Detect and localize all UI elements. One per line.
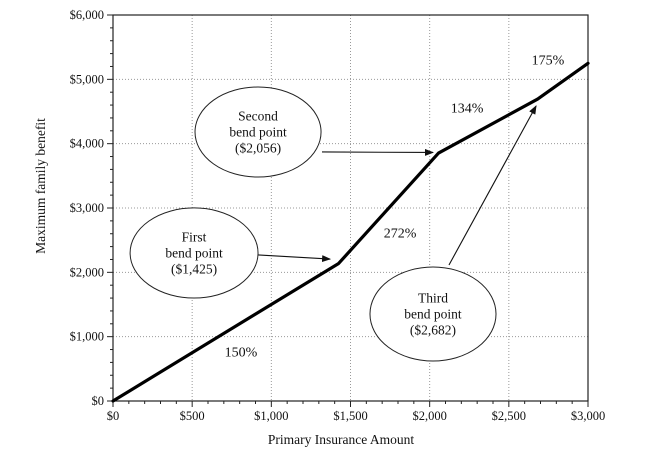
callout-text-line: ($1,425) [171,262,217,277]
x-tick-label: $0 [107,409,120,423]
benefit-line [111,61,590,403]
slope-label: 150% [225,346,258,361]
y-tick-label: $4,000 [70,137,104,151]
callout-text-line: First [182,230,207,245]
axis-ticks [107,14,589,407]
x-axis-title: Primary Insurance Amount [268,432,414,447]
callout-text: Third bend point ($2,682) [404,291,462,338]
callout-ellipse [129,207,259,299]
y-tick-label: $3,000 [70,201,104,215]
benefit-line-layer [111,61,590,403]
callout-text-line: Second [238,109,278,124]
x-tick-label: $1,500 [333,409,367,423]
y-tick-label: $2,000 [70,265,104,279]
callout-arrow [321,148,434,156]
y-tick-label: $5,000 [70,72,104,86]
callout-ellipse [194,86,322,178]
callout-text-line: ($2,056) [235,141,281,156]
x-tick-label: $1,000 [254,409,288,423]
y-tick-label: $6,000 [70,8,104,22]
callout-text-line: ($2,682) [410,323,456,338]
x-tick-label: $2,000 [412,409,446,423]
slope-label: 272% [384,227,417,242]
x-tick-label: $2,500 [492,409,526,423]
slope-label: 134% [451,102,484,117]
callout-ellipse [369,266,497,362]
axis-tick-labels: $0 $500 $1,000 $1,500 $2,000 $2,500 $3,000 $0 $1… [70,8,606,423]
x-tick-label: $3,000 [571,409,605,423]
callout-text-line: Third [418,291,448,306]
y-axis-title: Maximum family benefit [33,118,48,254]
callout-text-line: bend point [229,125,287,140]
callout-text: First bend point ($1,425) [165,230,223,277]
callout-text: Second bend point ($2,056) [229,109,287,156]
callout-text-line: bend point [165,246,223,261]
callout-arrow [258,254,332,263]
callout-text-line: bend point [404,307,462,322]
y-tick-label: $0 [92,394,105,408]
x-tick-label: $500 [180,409,205,423]
slope-labels: 150% 272% 134% 175% [225,54,565,361]
bend-point-callouts: First bend point ($1,425)Second bend point(… [129,86,537,362]
slope-label: 175% [532,54,565,69]
callout-arrow [448,105,537,266]
y-tick-label: $1,000 [70,330,104,344]
